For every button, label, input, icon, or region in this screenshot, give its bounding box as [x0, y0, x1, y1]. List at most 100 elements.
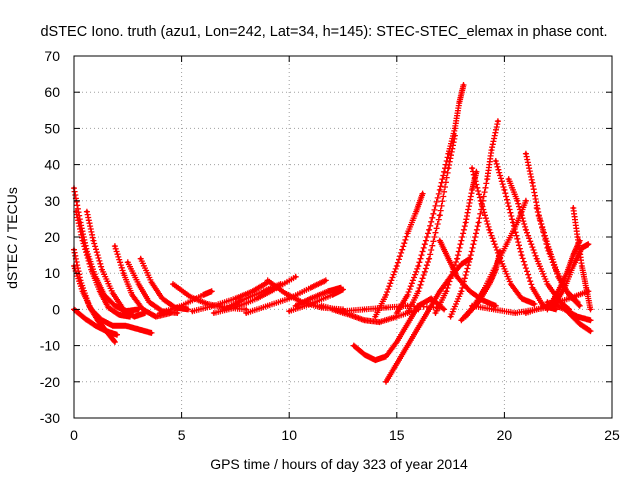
data-point: [470, 188, 474, 192]
data-point: [580, 264, 584, 268]
y-tick-label: 50: [44, 120, 60, 136]
data-point: [556, 289, 560, 293]
y-tick-label: -30: [40, 410, 60, 426]
data-point: [362, 353, 367, 357]
data-point: [457, 101, 461, 105]
data-point: [446, 257, 451, 261]
data-point: [487, 282, 491, 286]
data-point: [190, 309, 194, 313]
data-point: [535, 206, 539, 210]
data-point: [449, 315, 453, 319]
data-point: [563, 307, 567, 311]
data-point: [395, 340, 399, 344]
chart-title: dSTEC Iono. truth (azu1, Lon=242, Lat=34…: [40, 24, 607, 40]
data-point: [494, 304, 498, 308]
data-point: [575, 315, 580, 319]
data-point: [98, 289, 102, 293]
data-point: [139, 257, 143, 261]
data-point: [571, 253, 575, 257]
data-point: [233, 296, 237, 301]
data-point: [567, 296, 571, 301]
data-point: [266, 278, 270, 283]
data-point: [384, 380, 388, 384]
series-arc14: [210, 273, 299, 316]
data-point: [89, 307, 93, 311]
data-point: [326, 289, 330, 293]
data-point: [520, 296, 524, 301]
data-point: [147, 300, 151, 304]
data-point: [186, 307, 190, 311]
data-point: [524, 228, 528, 232]
data-point: [384, 354, 388, 359]
data-point: [100, 267, 104, 272]
data-point: [83, 316, 87, 321]
data-series: [71, 82, 594, 385]
data-point: [324, 278, 328, 283]
series-arc15: [221, 281, 284, 313]
series-arc24: [393, 82, 467, 316]
data-point: [160, 296, 164, 301]
data-point: [453, 126, 457, 130]
series-arc02: [73, 208, 133, 320]
data-point: [470, 304, 474, 308]
data-point: [580, 246, 584, 250]
data-point: [489, 148, 494, 152]
data-point: [556, 304, 560, 308]
data-point: [545, 282, 550, 286]
data-point: [126, 260, 130, 264]
data-point: [395, 315, 399, 319]
series-arc29: [469, 165, 538, 307]
series-arc25: [404, 132, 458, 316]
data-point: [468, 257, 472, 261]
data-point: [124, 324, 128, 328]
data-point: [427, 228, 431, 232]
data-point: [319, 304, 324, 308]
data-point: [154, 315, 158, 319]
data-point: [487, 228, 491, 232]
data-point: [421, 191, 425, 196]
data-point: [416, 304, 420, 308]
data-point: [509, 282, 513, 286]
x-tick-label: 25: [604, 427, 620, 443]
data-point: [586, 289, 590, 293]
data-point: [453, 134, 457, 138]
data-point: [405, 344, 410, 348]
data-point: [352, 344, 356, 348]
data-point: [136, 282, 141, 286]
data-point: [309, 296, 313, 301]
data-point: [515, 199, 519, 203]
data-point: [504, 242, 509, 246]
data-point: [455, 257, 459, 261]
data-point: [494, 267, 498, 272]
data-point: [395, 311, 399, 315]
data-point: [405, 311, 410, 315]
data-point: [524, 199, 528, 203]
data-point: [113, 244, 117, 248]
series-arc03: [83, 208, 148, 320]
data-point: [287, 309, 291, 313]
data-point: [468, 289, 472, 293]
y-tick-label: 20: [44, 229, 60, 245]
data-point: [496, 119, 500, 123]
data-point: [115, 333, 119, 337]
data-point: [446, 166, 451, 170]
data-point: [373, 315, 377, 319]
data-point: [113, 304, 117, 308]
data-point: [575, 235, 580, 239]
data-point: [588, 318, 593, 322]
data-point: [373, 358, 377, 362]
data-point: [578, 304, 582, 308]
data-point: [586, 242, 590, 246]
data-point: [130, 293, 134, 297]
data-point: [416, 264, 420, 268]
series-arc17: [286, 286, 346, 315]
data-point: [438, 289, 442, 293]
data-point: [405, 322, 410, 326]
data-point: [89, 267, 93, 272]
y-tick-label: 70: [44, 48, 60, 64]
x-tick-label: 5: [178, 427, 186, 443]
data-point: [524, 152, 528, 156]
series-arc18: [292, 284, 344, 309]
data-point: [479, 199, 483, 203]
data-point: [438, 213, 442, 217]
